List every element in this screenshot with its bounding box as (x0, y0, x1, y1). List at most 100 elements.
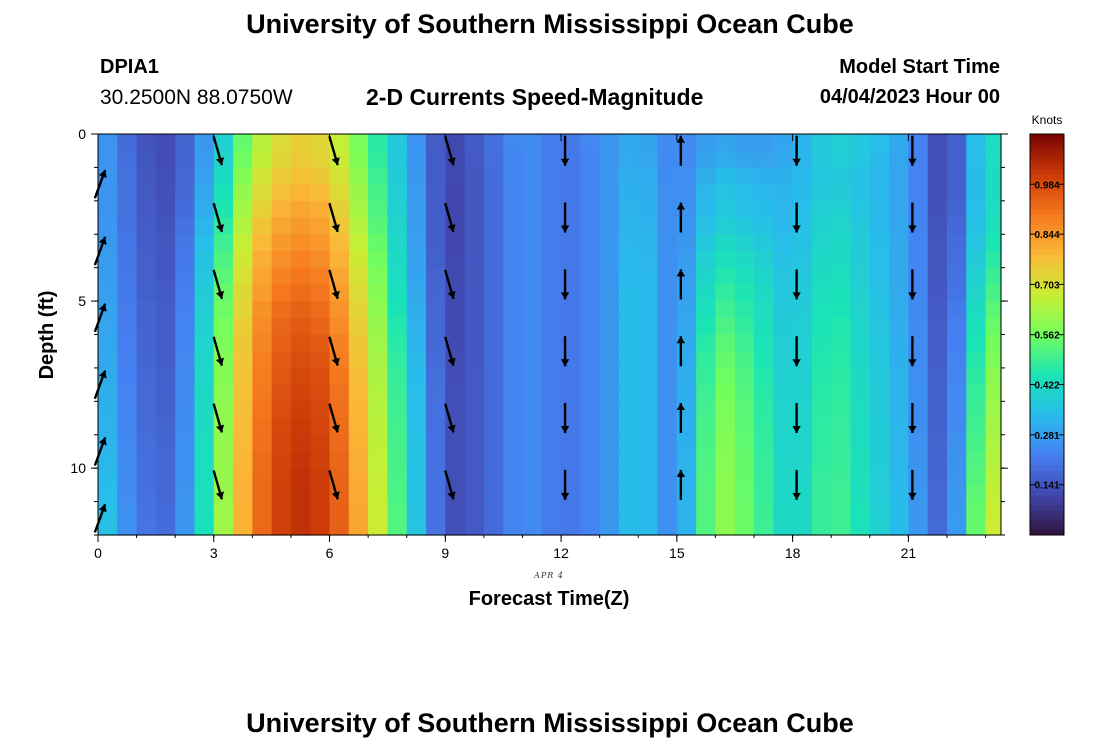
heatmap-cell (98, 301, 118, 319)
heatmap-cell (483, 200, 504, 219)
heatmap-cell (387, 234, 408, 252)
heatmap-cell (503, 501, 524, 519)
heatmap-cell (310, 301, 331, 319)
heatmap-cell (657, 451, 678, 469)
heatmap-cell (117, 351, 138, 369)
heatmap-cell (561, 317, 581, 336)
heatmap-cell (348, 401, 369, 419)
heatmap-cell (136, 434, 157, 453)
heatmap-cell (541, 418, 562, 436)
heatmap-cell (618, 384, 639, 402)
heatmap-cell (194, 234, 215, 252)
heatmap-cell (387, 418, 408, 436)
heatmap-cell (869, 284, 890, 302)
heatmap-cell (541, 367, 562, 386)
heatmap-cell (310, 217, 331, 235)
heatmap-cell (290, 418, 311, 436)
heatmap-cell (136, 301, 157, 319)
heatmap-cell (290, 401, 311, 419)
heatmap-cell (233, 267, 253, 285)
heatmap-cell (580, 250, 601, 269)
heatmap-cell (792, 451, 813, 469)
heatmap-cell (271, 434, 292, 453)
heatmap-cell (966, 418, 987, 436)
heatmap-cell (773, 284, 794, 302)
colorbar-segment (1030, 379, 1064, 386)
heatmap-cell (696, 367, 717, 386)
heatmap-cell (290, 184, 311, 202)
heatmap-cell (831, 250, 852, 269)
heatmap-cell (773, 401, 794, 419)
colorbar-segment (1030, 354, 1064, 361)
heatmap-cell (503, 434, 524, 453)
heatmap-cell (831, 384, 852, 402)
heatmap-cell (445, 451, 466, 469)
heatmap-cell (889, 200, 909, 219)
heatmap-cell (754, 200, 774, 219)
heatmap-cell (290, 384, 311, 402)
heatmap-cell (483, 217, 504, 235)
heatmap-cell (464, 184, 485, 202)
heatmap-cell (966, 501, 987, 519)
heatmap-cell (522, 267, 543, 285)
colorbar-segment (1030, 509, 1064, 516)
heatmap-cell (445, 184, 466, 202)
heatmap-cell (503, 351, 524, 369)
heatmap-cell (175, 351, 196, 369)
heatmap-cell (734, 334, 755, 352)
heatmap-cell (985, 418, 1002, 436)
heatmap-cell (831, 501, 852, 519)
heatmap-cell (290, 134, 311, 152)
heatmap-cell (696, 434, 717, 453)
heatmap-cell (271, 134, 292, 152)
heatmap-cell (406, 418, 427, 436)
heatmap-cell (927, 184, 948, 202)
heatmap-cell (117, 250, 138, 269)
heatmap-cell (927, 501, 948, 519)
heatmap-cell (445, 234, 466, 252)
heatmap-cell (117, 367, 138, 386)
heatmap-cell (233, 451, 253, 469)
heatmap-cell (175, 150, 196, 169)
heatmap-cell (329, 184, 350, 202)
heatmap-cell (773, 134, 794, 152)
heatmap-cell (927, 468, 948, 486)
heatmap-cell (676, 501, 697, 519)
heatmap-cell (773, 167, 794, 185)
heatmap-cell (966, 301, 987, 319)
heatmap-cell (98, 384, 118, 402)
x-tick-label: 12 (553, 545, 569, 561)
heatmap-cell (175, 401, 196, 419)
heatmap-cell (966, 351, 987, 369)
heatmap-cell (792, 434, 813, 453)
colorbar-segment (1030, 234, 1064, 240)
heatmap-cell (329, 501, 350, 519)
colorbar-segment (1030, 299, 1064, 305)
heatmap-cell (599, 234, 620, 252)
heatmap-cell (831, 334, 852, 352)
heatmap-cell (117, 317, 138, 336)
heatmap-cell (348, 284, 369, 302)
heatmap-cell (734, 317, 755, 336)
heatmap-cell (426, 468, 446, 486)
heatmap-cell (599, 334, 620, 352)
colorbar-tick-label: 0.703 (1034, 280, 1059, 291)
heatmap-cell (136, 334, 157, 352)
heatmap-cell (811, 351, 832, 369)
heatmap-cell (271, 234, 292, 252)
heatmap-cell (503, 217, 524, 235)
x-tick-label: 3 (210, 545, 218, 561)
heatmap-cell (734, 267, 755, 285)
chart-subtitle: 2-D Currents Speed-Magnitude (366, 84, 704, 110)
heatmap-cell (310, 418, 331, 436)
heatmap-cell (792, 518, 813, 536)
heatmap-cell (618, 351, 639, 369)
colorbar-segment (1030, 179, 1064, 185)
heatmap-cell (310, 484, 331, 503)
heatmap-cell (155, 401, 176, 419)
x-tick-label: 18 (785, 545, 801, 561)
heatmap-cell (503, 451, 524, 469)
current-arrow (212, 470, 225, 500)
heatmap-cell (985, 334, 1002, 352)
heatmap-cell (252, 484, 273, 503)
